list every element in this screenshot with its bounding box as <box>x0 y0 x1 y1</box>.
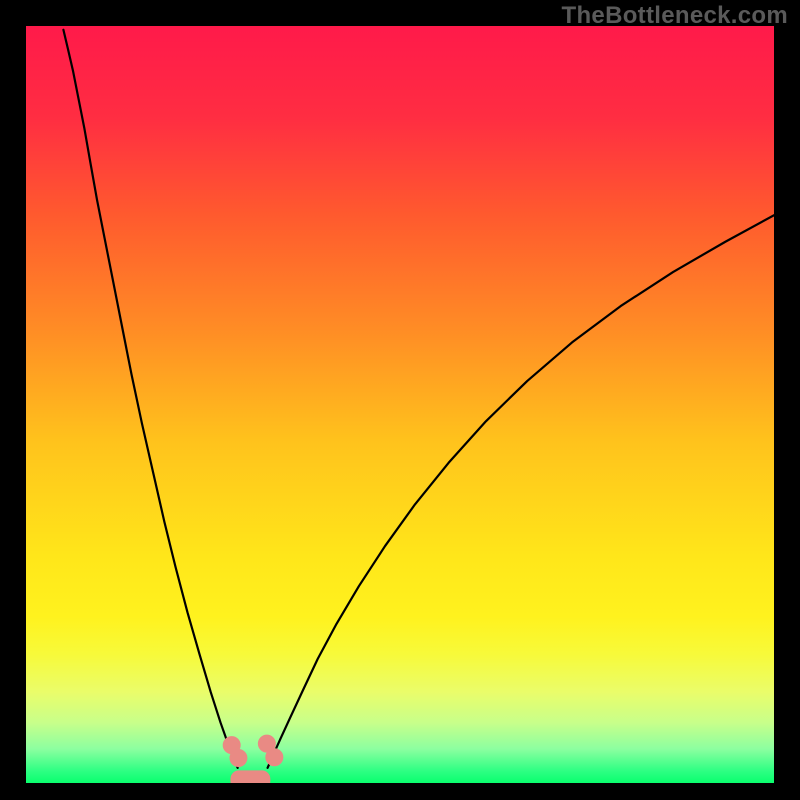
marker-spot-1 <box>230 750 247 767</box>
plot-svg <box>26 26 774 783</box>
plot-area <box>26 26 774 783</box>
watermark-text: TheBottleneck.com <box>562 2 788 30</box>
marker-pill <box>231 771 270 783</box>
marker-spot-3 <box>266 749 283 766</box>
